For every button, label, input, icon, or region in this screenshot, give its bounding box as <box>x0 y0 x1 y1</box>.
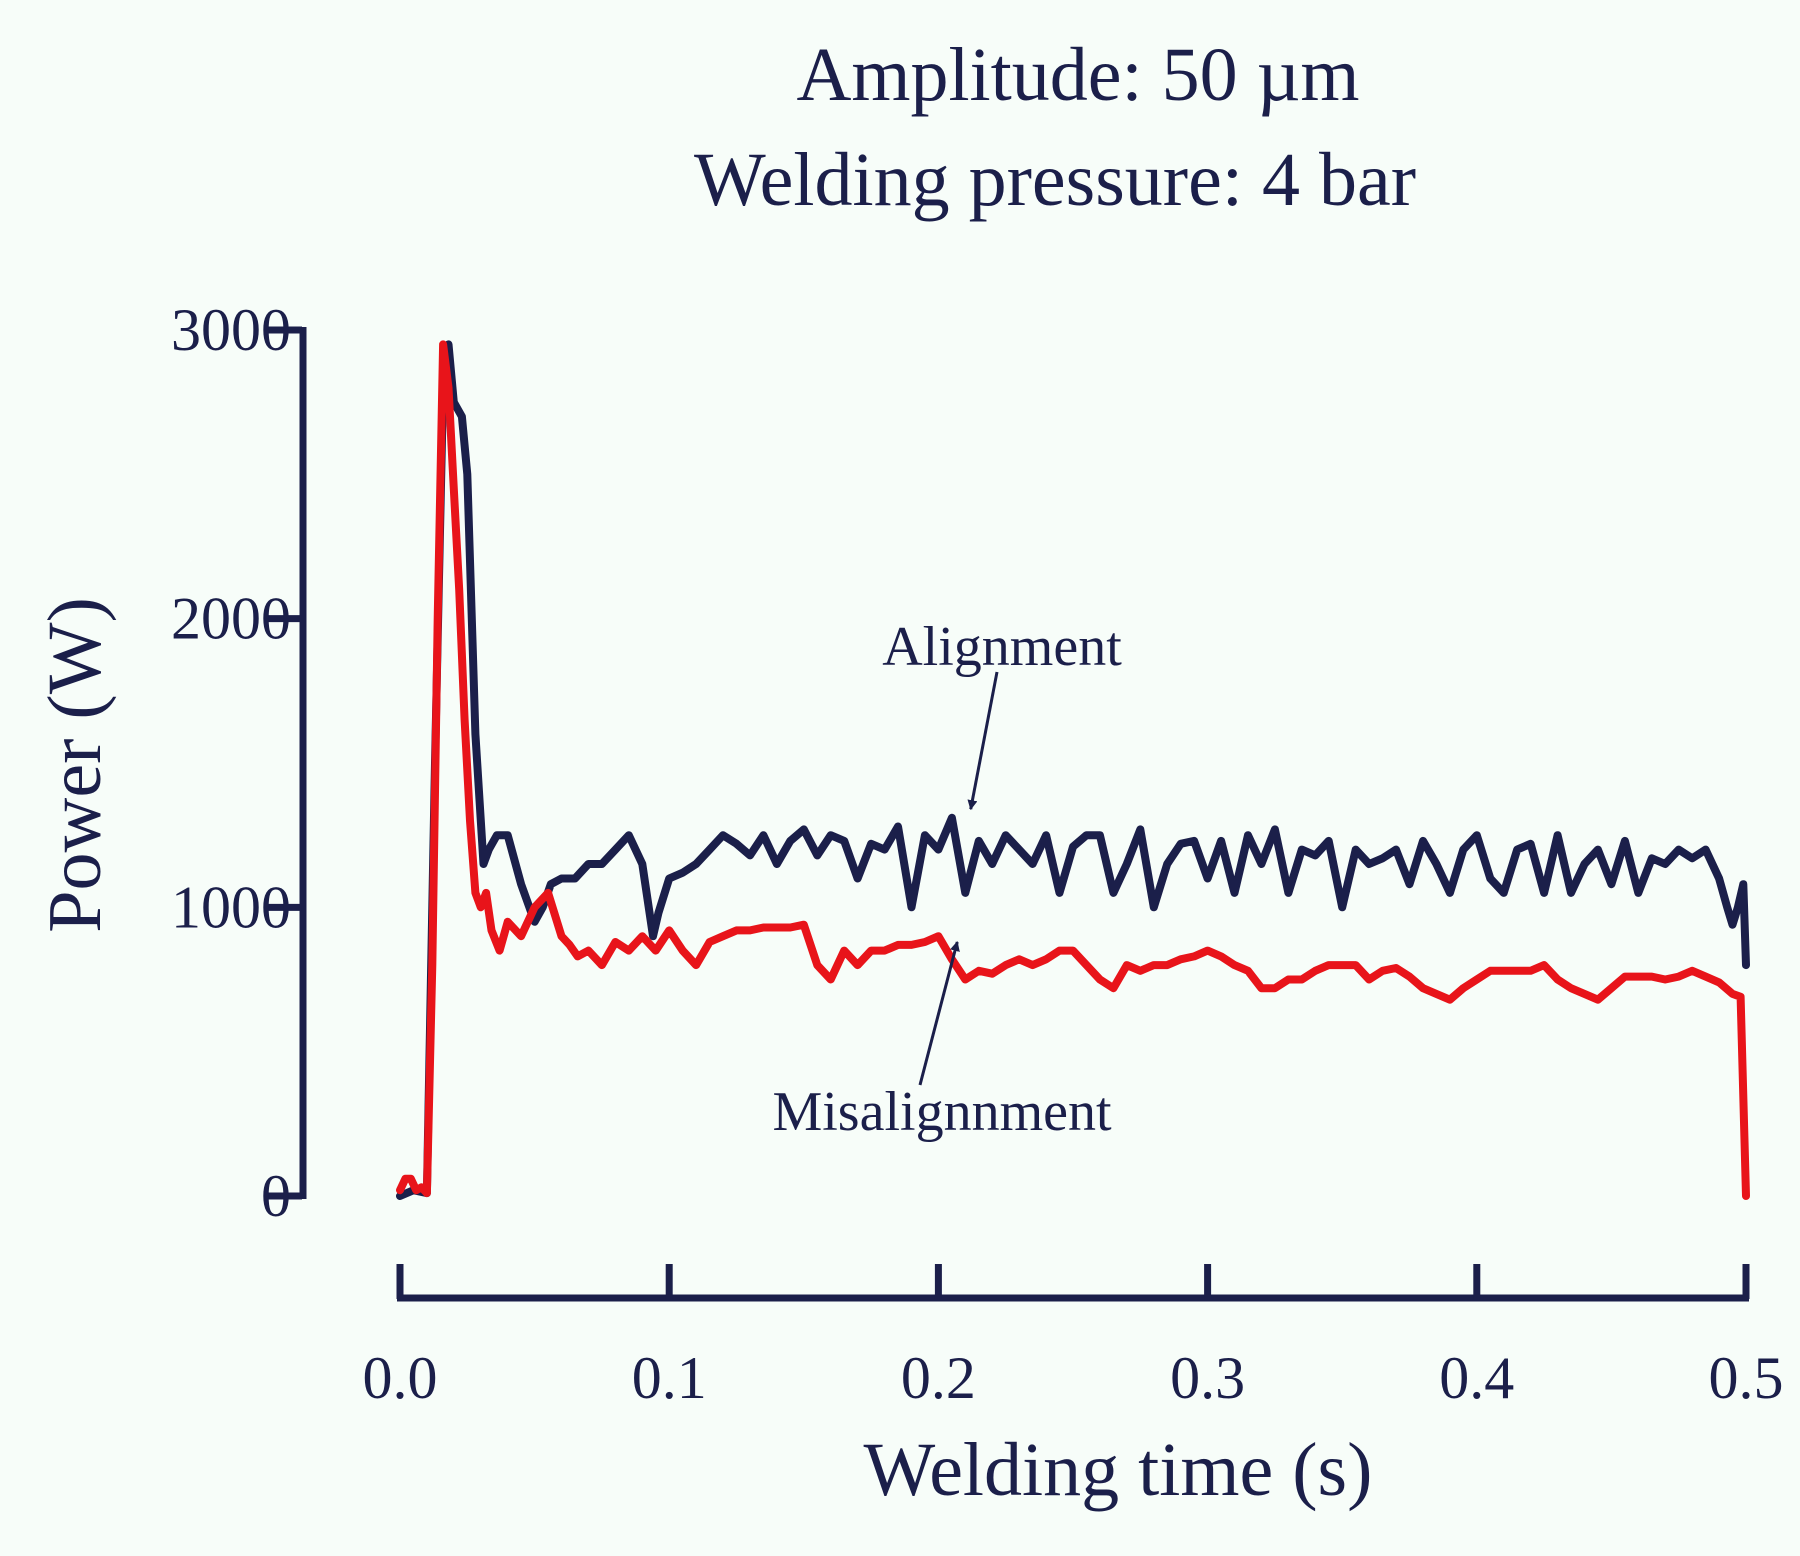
chart-title-line-2: Welding pressure: 4 bar <box>694 138 1416 222</box>
y-axis: 0 1000 2000 3000 <box>171 297 307 1229</box>
annotation-arrow <box>967 671 999 811</box>
series-line-alignment <box>396 340 1750 1200</box>
y-tick-label: 1000 <box>171 874 291 940</box>
annotation-arrow <box>918 941 960 1086</box>
x-tick-label: 0.0 <box>363 1345 438 1411</box>
series-line-misalignnment <box>396 340 1750 1200</box>
chart-title-line-1: Amplitude: 50 µm <box>796 33 1359 117</box>
y-axis-title: Power (W) <box>33 597 117 933</box>
x-tick-label: 0.4 <box>1439 1345 1514 1411</box>
x-tick-label: 0.3 <box>1170 1345 1245 1411</box>
x-axis: 0.0 0.1 0.2 0.3 0.4 0.5 <box>363 1264 1784 1411</box>
y-tick-label: 3000 <box>171 297 291 363</box>
series-group <box>396 340 1750 1200</box>
x-tick-label: 0.5 <box>1709 1345 1784 1411</box>
x-tick-label: 0.2 <box>901 1345 976 1411</box>
annotation-label: Alignment <box>882 616 1122 678</box>
x-tick-label: 0.1 <box>632 1345 707 1411</box>
y-tick-label: 0 <box>261 1163 291 1229</box>
x-axis-title: Welding time (s) <box>864 1428 1373 1512</box>
annotation-label: Misalignnment <box>772 1081 1112 1143</box>
y-tick-label: 2000 <box>171 586 291 652</box>
annotation-group: Alignment Misalignnment <box>772 616 1122 1143</box>
